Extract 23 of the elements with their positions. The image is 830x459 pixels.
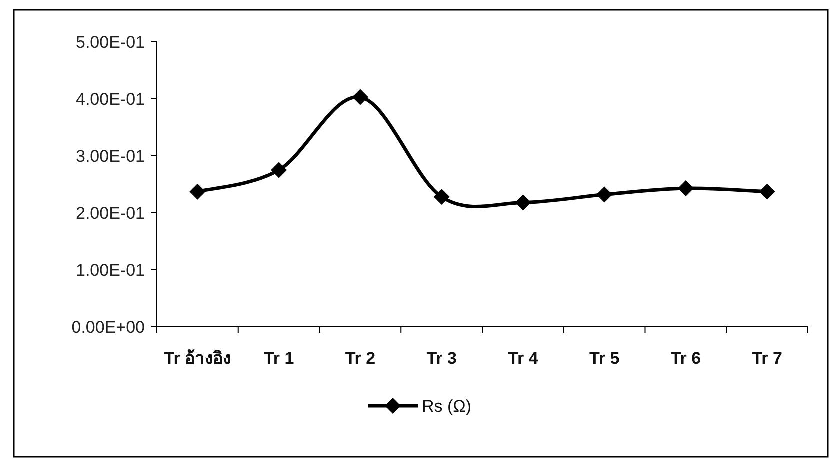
x-tick-label: Tr 3: [426, 349, 457, 368]
x-tick-label: Tr 7: [752, 349, 782, 368]
y-tick-label: 2.00E-01: [76, 204, 145, 223]
x-tick-label: Tr 2: [345, 349, 376, 368]
point: [271, 162, 288, 178]
x-tick-label: Tr 1: [264, 349, 294, 368]
y-tick-label: 3.00E-01: [76, 147, 145, 166]
x-tick-label: Tr 5: [589, 349, 620, 368]
point: [759, 184, 776, 200]
y-tick-label: 4.00E-01: [76, 90, 145, 109]
y-tick-label: 1.00E-01: [76, 261, 145, 280]
y-tick-label: 5.00E-01: [76, 33, 145, 52]
point: [515, 194, 532, 211]
point: [596, 186, 613, 203]
x-tick-label: Tr อ้างอิง: [164, 349, 232, 368]
legend-label: Rs (Ω): [422, 397, 472, 416]
x-tick-label: Tr 6: [670, 349, 702, 368]
y-tick-label: 0.00E+00: [72, 318, 145, 337]
point: [678, 180, 694, 196]
point: [434, 189, 450, 206]
x-tick-label: Tr 4: [508, 349, 539, 368]
point: [352, 89, 368, 106]
point: [190, 184, 206, 200]
